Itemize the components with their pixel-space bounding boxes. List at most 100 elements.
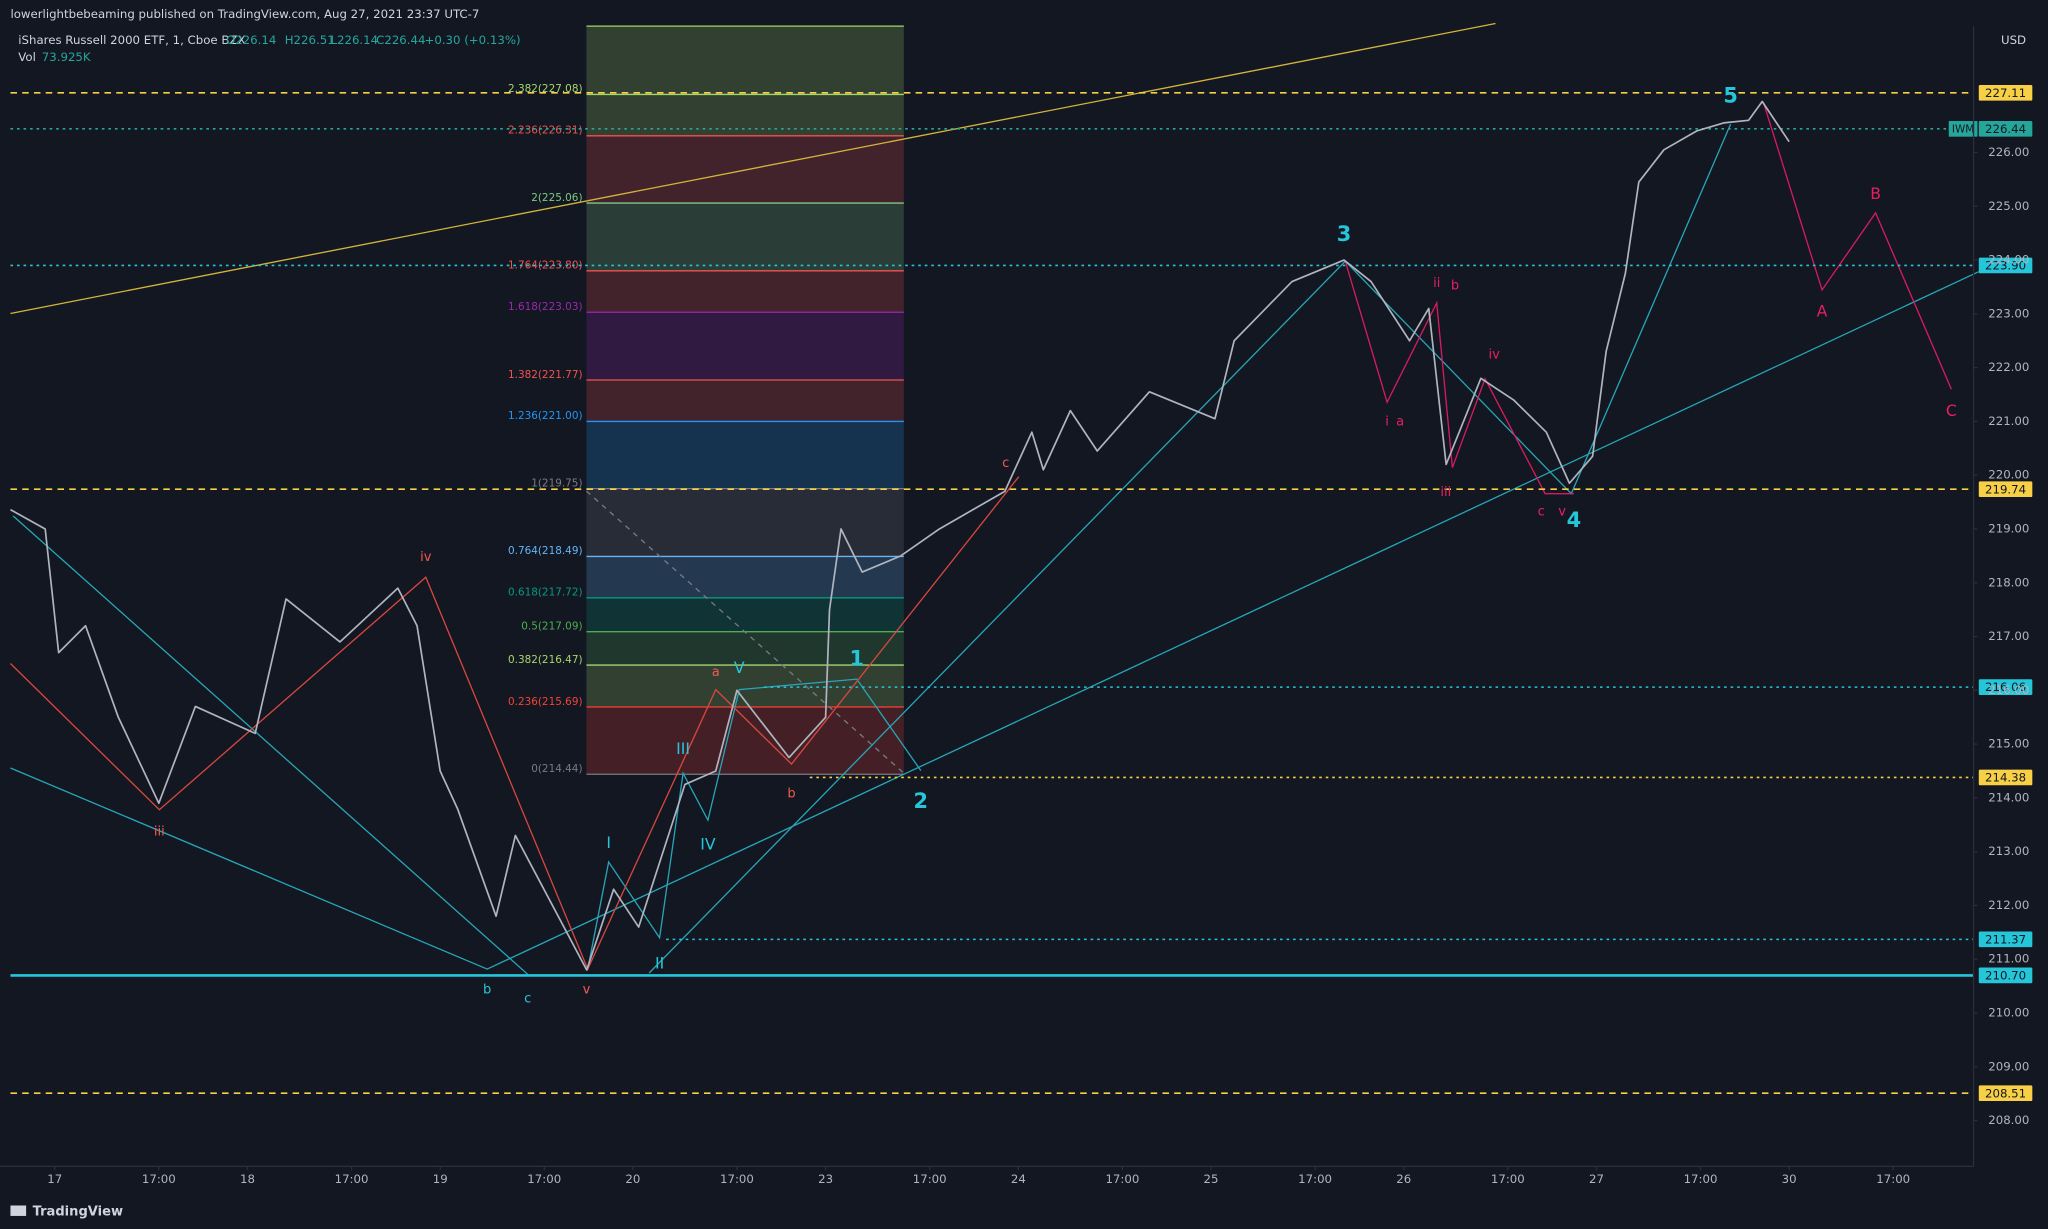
level-tag	[1978, 967, 2033, 984]
level-tag	[1978, 679, 2033, 695]
wave-label: v	[1558, 504, 1566, 519]
level-tag	[1978, 257, 2033, 274]
drawings	[9, 22, 1980, 975]
level-label: 214.38	[1985, 771, 2026, 785]
wave-line	[1344, 261, 1574, 495]
levels: 227.11 226.44 IWM 223.90 219.74 216.06 214.38 2…	[10, 84, 2033, 1102]
symbol-tag: IWM	[1952, 123, 1974, 135]
fib-band	[586, 270, 904, 313]
fib-label: 2.236(226.31)	[508, 125, 583, 137]
fib-label: 0(214.44)	[531, 763, 582, 775]
y-tick-label: 217.00	[1988, 629, 2029, 643]
fib-label: 0.618(217.72)	[508, 587, 583, 599]
ohlc-high: H226.51	[285, 33, 335, 47]
y-tick-label: 218.00	[1988, 575, 2029, 589]
change: +0.30 (+0.13%)	[424, 33, 520, 47]
x-tick-label: 25	[1204, 1172, 1219, 1186]
wave-line	[12, 515, 529, 975]
wave-line	[1762, 101, 1952, 390]
wave-label: II	[655, 953, 664, 972]
fib-diagonal	[586, 490, 905, 774]
fib-label: 1.382(221.77)	[508, 369, 583, 381]
x-tick-label: 17:00	[142, 1172, 176, 1186]
level-tag	[1978, 769, 2033, 786]
fib-label: 2.382(227.08)	[508, 83, 583, 95]
fib-label: 1.764(223.80)	[508, 260, 583, 272]
y-tick-label: 215.00	[1988, 737, 2029, 751]
level-label: 211.37	[1985, 933, 2026, 947]
y-tick-label: 222.00	[1988, 360, 2029, 374]
y-tick-label: 211.00	[1988, 952, 2029, 966]
level-label: 227.11	[1985, 86, 2026, 100]
currency: USD	[2001, 33, 2026, 47]
wave-label: A	[1817, 302, 1828, 321]
fib-band	[586, 421, 904, 489]
y-tick-label: 220.00	[1988, 468, 2029, 482]
wave-label: ii	[1433, 276, 1440, 291]
volume: 73.925K	[42, 50, 91, 64]
fib-label: 1(219.75)	[531, 477, 582, 489]
x-tick-label: 17:00	[335, 1172, 369, 1186]
wave-label: iv	[1489, 348, 1501, 363]
wave-label: b	[787, 787, 795, 802]
x-tick-label: 17:00	[1684, 1172, 1718, 1186]
level-label: 223.90	[1985, 259, 2026, 273]
x-tick-label: 30	[1782, 1172, 1797, 1186]
wave-label: iii	[1440, 485, 1451, 500]
fib-band	[586, 488, 904, 557]
wave-label: a	[1396, 414, 1404, 429]
wave-label: 2	[914, 789, 929, 813]
x-tick-label: 17:00	[1298, 1172, 1332, 1186]
wave-label: c	[1002, 456, 1009, 471]
y-tick-label: 214.00	[1988, 790, 2029, 804]
y-tick-label: 209.00	[1988, 1059, 2029, 1073]
fib-label: 0.236(215.69)	[508, 696, 583, 708]
y-tick-label: 225.00	[1988, 199, 2029, 213]
y-tick-label: 219.00	[1988, 521, 2029, 535]
wave-label: a	[712, 665, 720, 680]
fib-band	[586, 312, 904, 381]
x-tick-label: 19	[433, 1172, 448, 1186]
level-label: 208.51	[1985, 1086, 2026, 1100]
y-tick-label: 226.00	[1988, 145, 2029, 159]
wave-label: IV	[700, 835, 716, 854]
wave-label: c	[524, 992, 531, 1007]
fib-band	[586, 707, 904, 775]
wave-label: 1	[850, 647, 865, 671]
publisher: lowerlightbebeaming published on Trading…	[10, 7, 479, 21]
level-label: 216.06	[1985, 680, 2026, 694]
x-tick-label: 17:00	[913, 1172, 947, 1186]
level-label: 226.44	[1985, 122, 2026, 136]
y-tick-label: 223.00	[1988, 306, 2029, 320]
fib-label: 0.5(217.09)	[521, 620, 582, 632]
fib-band	[586, 94, 904, 136]
wave-label: iv	[420, 550, 432, 565]
level-tag	[1978, 1085, 2033, 1102]
wave-label: B	[1870, 184, 1881, 203]
x-tick-label: 17	[47, 1172, 62, 1186]
y-tick-label: 221.00	[1988, 414, 2029, 428]
y-tick-label: 216.00	[1988, 683, 2029, 697]
footer-bar	[0, 1195, 2048, 1229]
wave-line	[648, 123, 1732, 974]
level-tag	[1978, 84, 2033, 101]
y-tick-label: 212.00	[1988, 898, 2029, 912]
plot	[10, 100, 1790, 971]
wave-label: 3	[1337, 222, 1352, 246]
ohlc-close: C226.44	[376, 33, 425, 47]
y-tick-label: 224.00	[1988, 253, 2029, 267]
wave-label: V	[734, 658, 745, 677]
ohlc-open: O226.14	[226, 33, 276, 47]
level-tag	[1978, 931, 2033, 948]
level-label: 219.74	[1985, 482, 2026, 496]
fib-band	[586, 26, 904, 95]
fib-label: 1.618(223.03)	[508, 301, 583, 313]
x-tick-label: 23	[818, 1172, 833, 1186]
ohlc-low: L226.14	[330, 33, 378, 47]
x-tick-label: 18	[240, 1172, 255, 1186]
x-tick-label: 24	[1011, 1172, 1026, 1186]
